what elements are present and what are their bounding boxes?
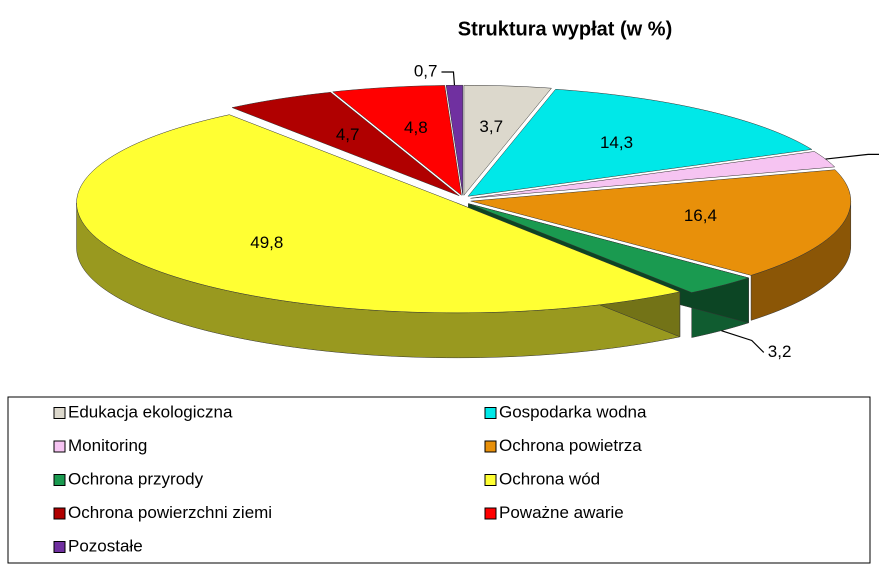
data-label: 0,7: [414, 62, 438, 81]
slice: [470, 169, 852, 276]
legend-swatch: [53, 507, 66, 520]
slice: [231, 92, 460, 197]
legend-swatch: [53, 407, 66, 419]
slice: [463, 84, 552, 196]
leader-line: [721, 330, 765, 353]
legend-label: Pozostałe: [68, 536, 143, 555]
legend-swatch: [484, 440, 497, 453]
data-label: 3,7: [479, 117, 503, 136]
legend-box: [7, 396, 871, 564]
legend-label: Ochrona powietrza: [499, 436, 642, 455]
slice: [468, 203, 750, 293]
leader-line: [441, 71, 456, 86]
legend-label: Ochrona przyrody: [68, 469, 204, 488]
legend-swatch: [484, 407, 497, 419]
slice: [467, 88, 813, 197]
data-label: 3,2: [768, 342, 792, 361]
legend-label: Monitoring: [68, 436, 147, 455]
legend-label: Ochrona wód: [499, 469, 600, 488]
legend-swatch: [484, 474, 497, 486]
legend-label: Ochrona powierzchni ziemi: [68, 503, 272, 522]
data-label: 14,3: [600, 133, 633, 152]
data-label: 16,4: [684, 206, 717, 225]
legend-swatch: [53, 541, 66, 553]
legend-swatch: [53, 474, 66, 486]
data-label: 4,7: [336, 125, 360, 144]
leader-line: [825, 153, 879, 160]
slice: [332, 85, 462, 196]
slice: [76, 114, 681, 314]
data-label: 49,8: [250, 233, 283, 252]
slice: [445, 84, 464, 196]
legend-label: Edukacja ekologiczna: [68, 402, 233, 421]
legend-swatch: [53, 440, 66, 453]
legend-swatch: [484, 507, 497, 520]
legend-label: Gospodarka wodna: [499, 402, 647, 421]
legend-label: Poważne awarie: [499, 503, 624, 522]
chart-title: Struktura wypłat (w %): [458, 18, 672, 40]
slice-tops: [76, 84, 852, 314]
data-label: 4,8: [404, 118, 428, 137]
